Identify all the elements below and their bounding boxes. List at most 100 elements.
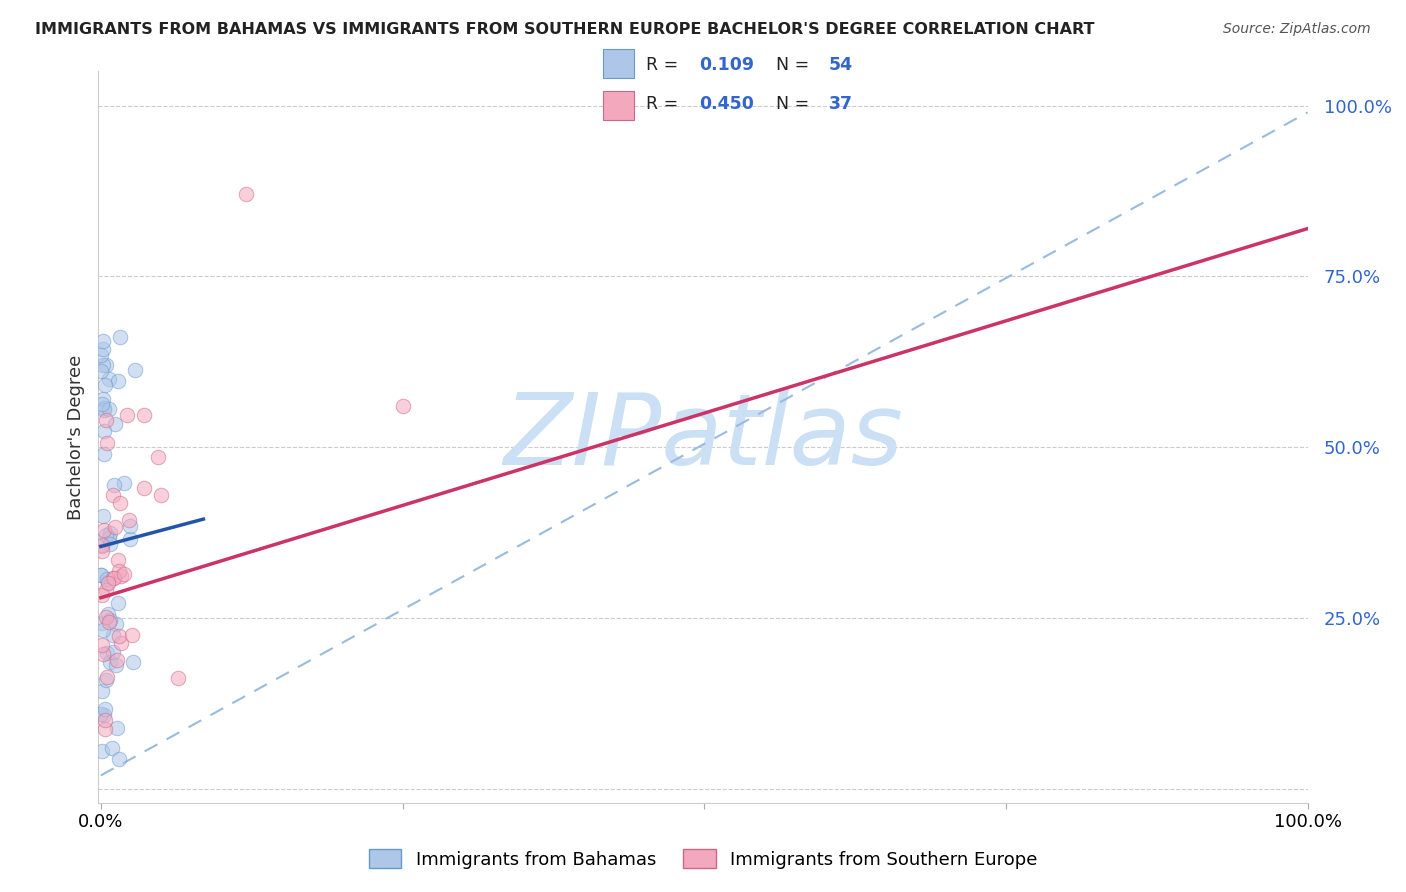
Point	[93, 722, 115, 736]
Point	[90, 364, 112, 378]
Point	[96, 670, 118, 684]
Point	[96, 646, 118, 660]
Point	[101, 628, 124, 642]
Point	[150, 488, 173, 502]
Point	[93, 424, 115, 438]
Point	[94, 413, 117, 427]
Point	[97, 607, 120, 621]
Point	[101, 571, 124, 585]
Point	[122, 655, 145, 669]
Point	[98, 372, 121, 386]
Point	[104, 417, 127, 432]
Point	[91, 539, 114, 553]
Y-axis label: Bachelor's Degree: Bachelor's Degree	[66, 354, 84, 520]
Text: 37: 37	[828, 95, 852, 113]
FancyBboxPatch shape	[603, 49, 634, 78]
Point	[93, 523, 115, 537]
Point	[90, 615, 112, 630]
Point	[107, 596, 129, 610]
Point	[94, 359, 117, 373]
Point	[104, 657, 127, 672]
Point	[91, 638, 114, 652]
Point	[98, 401, 121, 416]
Text: N =: N =	[776, 95, 815, 113]
Point	[91, 543, 114, 558]
Point	[118, 518, 141, 533]
Text: 0.450: 0.450	[699, 95, 754, 113]
Point	[97, 575, 120, 590]
Point	[124, 363, 146, 377]
Text: R =: R =	[647, 56, 683, 74]
Point	[118, 512, 141, 526]
Point	[112, 476, 135, 491]
Point	[112, 567, 135, 582]
Point	[90, 568, 112, 582]
Point	[91, 358, 114, 372]
Point	[115, 408, 138, 422]
Point	[235, 187, 257, 202]
Point	[108, 629, 131, 643]
Text: Source: ZipAtlas.com: Source: ZipAtlas.com	[1223, 22, 1371, 37]
Point	[94, 378, 117, 392]
Point	[107, 374, 129, 388]
Point	[108, 496, 131, 510]
Point	[96, 673, 118, 688]
Point	[91, 538, 114, 552]
Point	[93, 707, 115, 722]
Point	[98, 613, 121, 627]
Point	[105, 721, 128, 735]
Point	[91, 684, 114, 698]
Point	[103, 477, 125, 491]
Point	[90, 348, 112, 362]
Point	[98, 532, 121, 546]
Point	[91, 392, 114, 407]
Point	[96, 528, 118, 542]
Text: ZIPatlas: ZIPatlas	[503, 389, 903, 485]
Point	[91, 343, 114, 357]
Point	[103, 571, 125, 585]
Point	[94, 702, 117, 716]
Point	[110, 636, 132, 650]
Point	[90, 567, 112, 582]
Point	[146, 450, 169, 464]
Point	[97, 576, 120, 591]
Point	[107, 752, 129, 766]
Text: IMMIGRANTS FROM BAHAMAS VS IMMIGRANTS FROM SOUTHERN EUROPE BACHELOR'S DEGREE COR: IMMIGRANTS FROM BAHAMAS VS IMMIGRANTS FR…	[35, 22, 1095, 37]
Point	[91, 397, 114, 411]
Point	[96, 436, 118, 450]
Point	[110, 568, 132, 582]
Point	[110, 329, 132, 343]
Point	[391, 400, 413, 414]
Text: 0.109: 0.109	[699, 56, 754, 74]
Point	[91, 509, 114, 524]
Text: N =: N =	[776, 56, 815, 74]
Point	[91, 334, 114, 348]
Point	[91, 623, 114, 637]
Point	[93, 403, 115, 417]
Point	[103, 488, 125, 502]
Text: 54: 54	[828, 56, 853, 74]
Point	[118, 533, 141, 547]
Point	[90, 706, 112, 721]
Point	[94, 609, 117, 624]
Point	[91, 744, 114, 758]
Point	[93, 401, 115, 416]
Text: R =: R =	[647, 95, 683, 113]
Point	[121, 628, 143, 642]
Point	[107, 553, 129, 567]
Point	[93, 447, 115, 461]
Legend: Immigrants from Bahamas, Immigrants from Southern Europe: Immigrants from Bahamas, Immigrants from…	[361, 842, 1045, 876]
Point	[98, 655, 121, 669]
Point	[132, 481, 155, 495]
Point	[94, 714, 117, 728]
Point	[105, 617, 128, 632]
Point	[104, 520, 127, 534]
Point	[94, 583, 117, 598]
Point	[166, 671, 188, 685]
Point	[132, 408, 155, 422]
Point	[98, 526, 121, 541]
Point	[96, 572, 118, 586]
FancyBboxPatch shape	[603, 91, 634, 120]
Point	[91, 588, 114, 602]
Point	[98, 537, 121, 551]
